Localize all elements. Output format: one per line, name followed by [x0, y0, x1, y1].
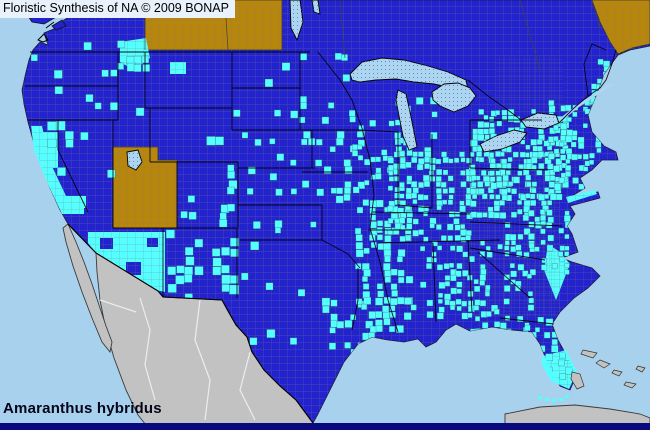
florida-keys-county	[545, 398, 549, 401]
bahamas-island	[595, 359, 611, 369]
florida-keys-county	[559, 398, 563, 401]
us-mexico-border	[67, 223, 314, 424]
bahamas-island	[580, 349, 598, 359]
map-title: Floristic Synthesis of NA © 2009 BONAP	[0, 0, 235, 18]
bahamas-island	[570, 371, 585, 390]
florida-keys-county	[538, 396, 542, 399]
bottom-border-bar	[0, 423, 650, 430]
great-lakes	[126, 0, 560, 171]
state-borders	[25, 43, 617, 424]
bahamas-island	[635, 365, 646, 373]
species-label: Amaranthus hybridus	[3, 400, 162, 417]
florida-keys-county	[552, 399, 556, 402]
bahamas-island	[623, 381, 637, 389]
florida-keys-county	[565, 395, 569, 398]
province-borders	[144, 0, 601, 71]
puget-sound	[37, 21, 55, 43]
coastal-island	[51, 19, 67, 31]
bahamas-island	[611, 369, 623, 377]
